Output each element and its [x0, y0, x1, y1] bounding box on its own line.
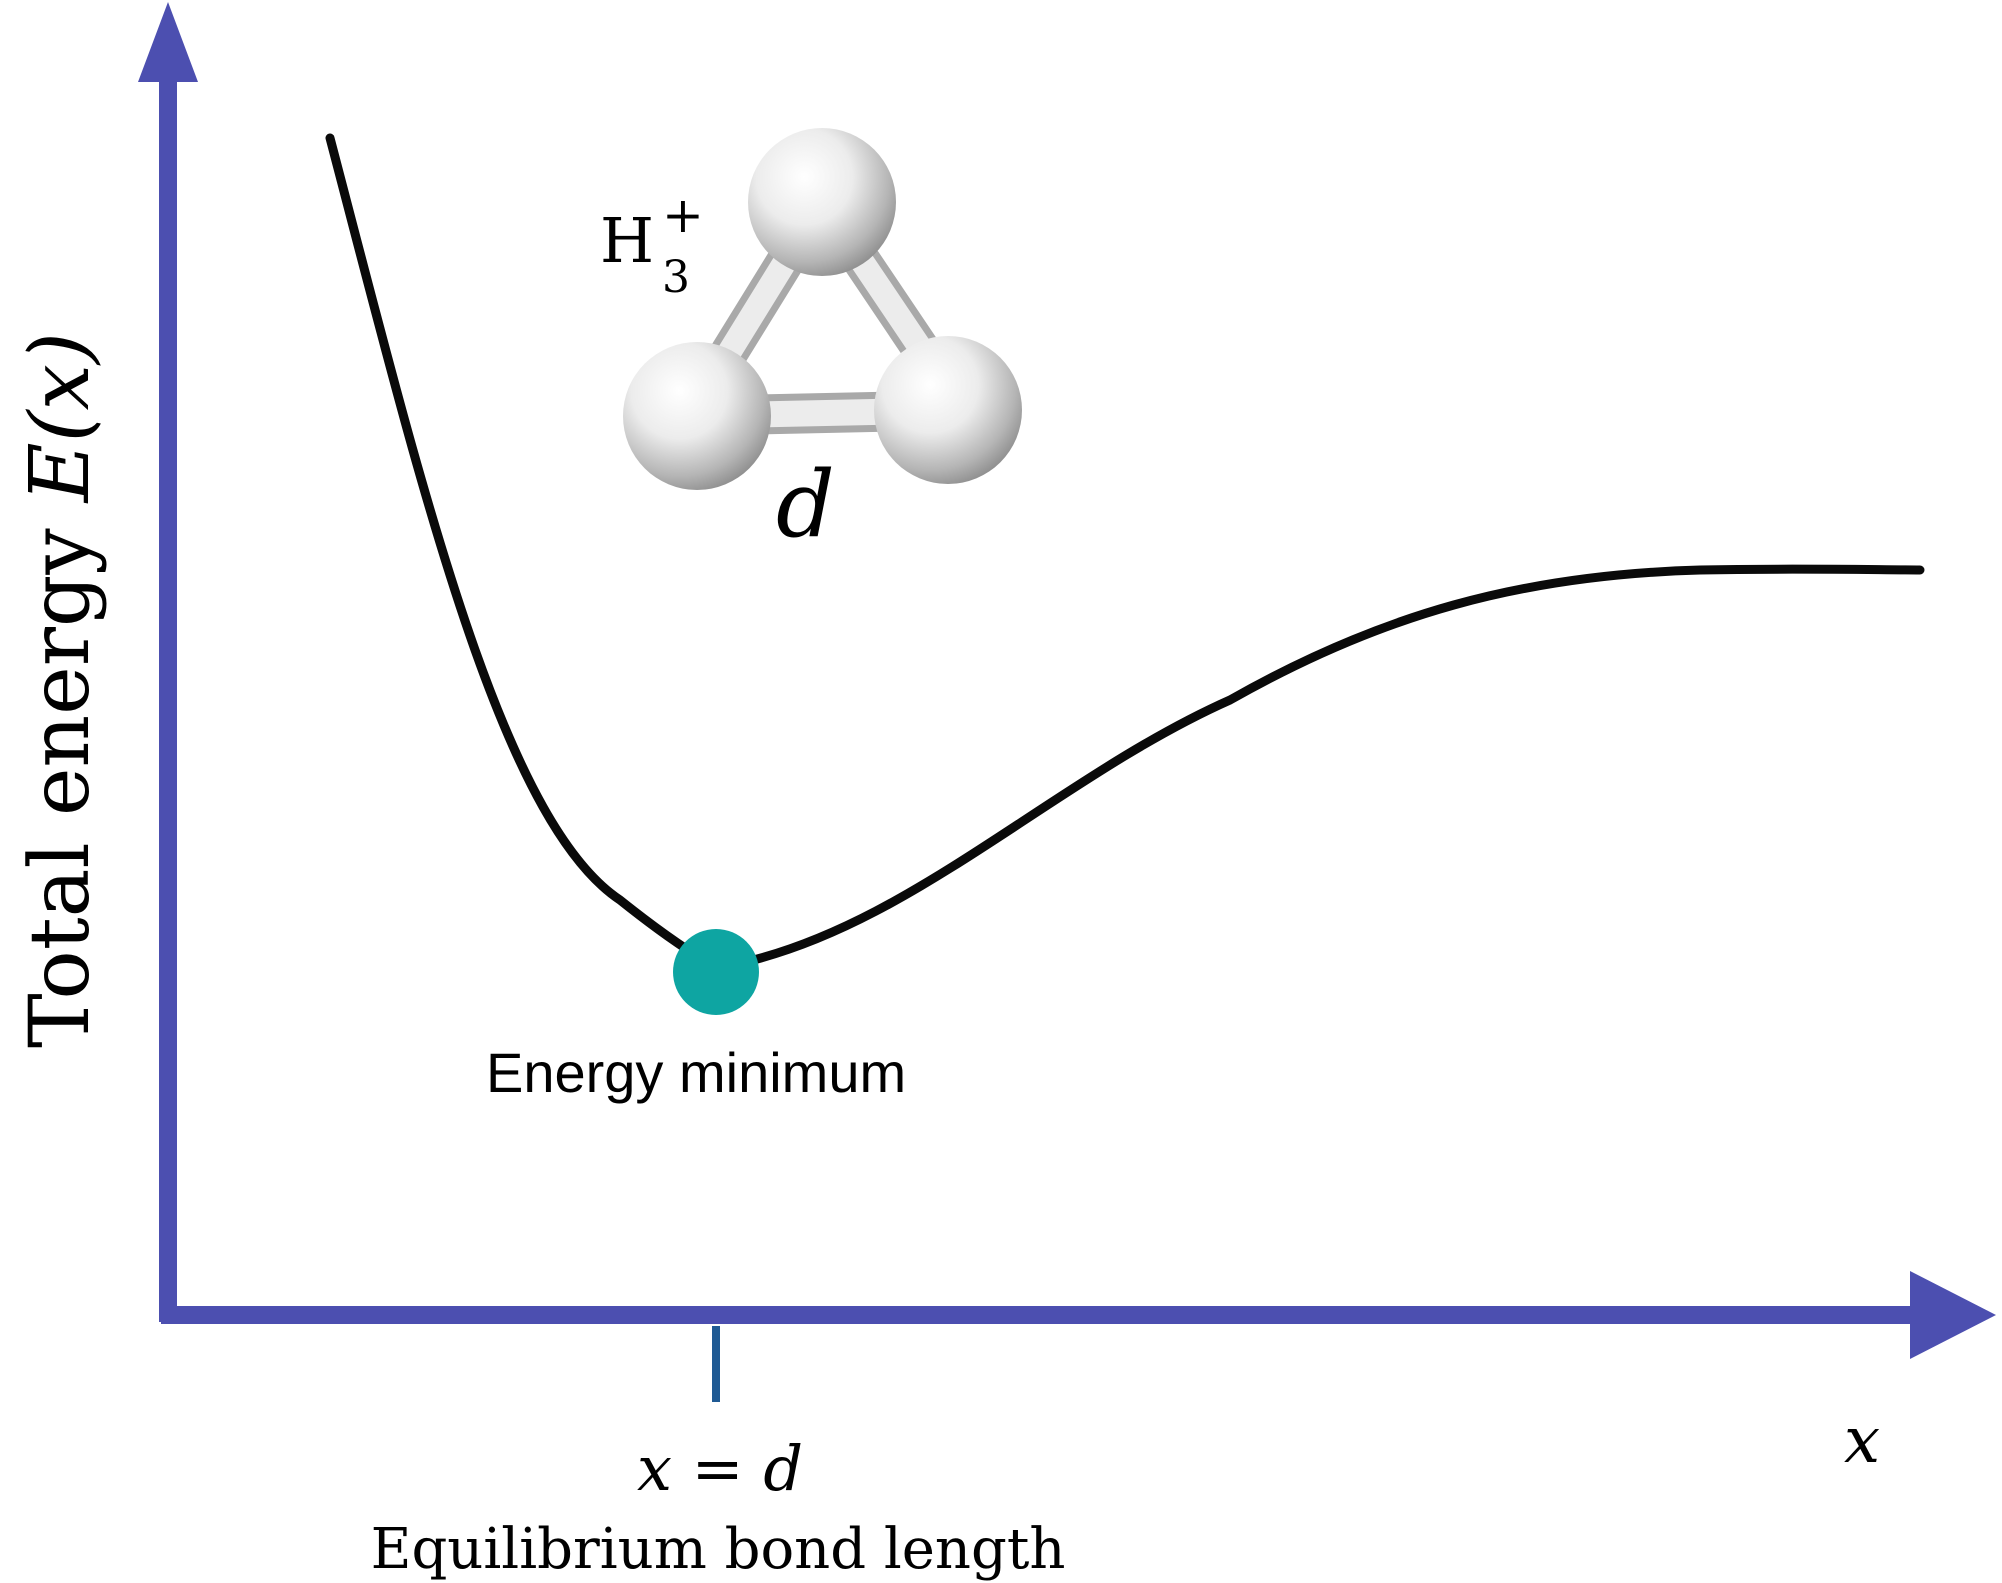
x-tick-caption: Equilibrium bond length	[371, 1517, 1066, 1582]
formula-superscript: +	[662, 186, 704, 244]
hydrogen-atom-bottom-left	[623, 342, 771, 490]
hydrogen-atom-bottom-right	[874, 336, 1022, 484]
energy-curve	[325, 133, 1925, 973]
x-axis-label: x	[1844, 1404, 1880, 1478]
y-axis-arrowhead	[138, 2, 198, 82]
hydrogen-atom-top	[748, 128, 896, 276]
y-axis-label: Total energy E(x)	[13, 332, 108, 1048]
y-axis-label-text: Total energy	[13, 502, 108, 1048]
energy-minimum-label: Energy minimum	[486, 1041, 906, 1104]
formula-subscript: 3	[662, 252, 690, 303]
y-axis-label-math: E(x)	[13, 332, 108, 504]
bond-length-label: d	[776, 451, 835, 558]
formula-base: H	[600, 204, 654, 277]
energy-minimum-marker	[673, 929, 759, 1015]
x-axis-arrowhead	[1910, 1271, 1996, 1359]
x-tick-equation: x = d	[637, 1432, 803, 1505]
h3-plus-molecule-illustration	[623, 128, 1022, 490]
molecule-formula: H	[600, 204, 654, 277]
